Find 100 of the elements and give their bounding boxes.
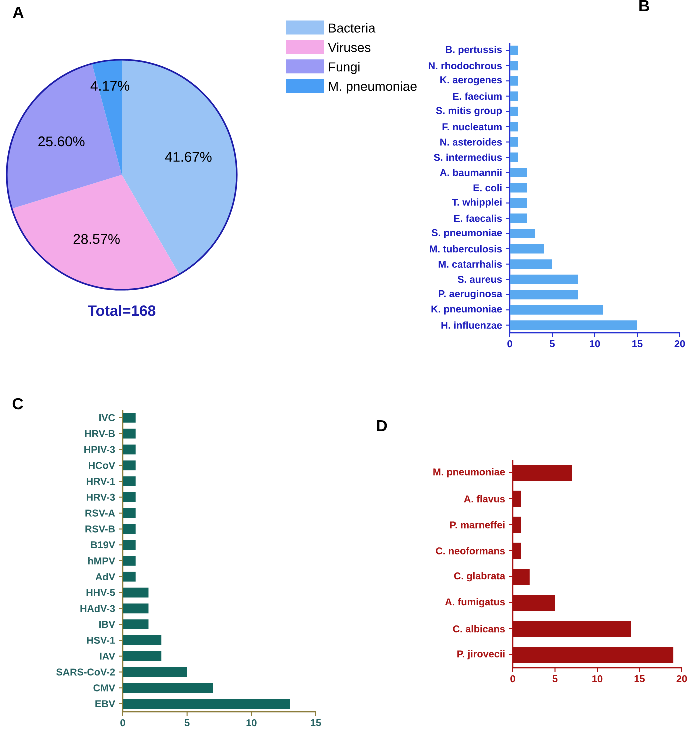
bar — [510, 137, 519, 147]
bar — [123, 620, 149, 630]
y-tick-label: HSV-1 — [87, 636, 116, 644]
bar — [510, 183, 528, 193]
bar — [123, 460, 136, 471]
y-tick-label: RSV-A — [86, 510, 116, 517]
bar — [123, 667, 188, 678]
bar — [510, 320, 638, 330]
bar — [510, 260, 553, 270]
y-tick-label: A. fumigatus — [445, 598, 506, 608]
y-tick-label: HRV-B — [85, 430, 116, 438]
y-tick-label: A. flavus — [464, 495, 506, 503]
bar — [510, 61, 519, 71]
y-tick-label: HCoV — [89, 462, 116, 470]
y-tick-label: HRV-1 — [86, 478, 116, 485]
y-tick-label: K. pneumoniae — [432, 305, 502, 315]
legend-label: M. pneumoniae — [329, 82, 417, 94]
y-tick-label: C. albicans — [453, 625, 506, 633]
y-tick-label: HAdV-3 — [80, 605, 116, 612]
y-tick-label: RSV-B — [86, 526, 116, 533]
x-tick-label: 5 — [552, 676, 558, 682]
x-tick-label: 0 — [510, 676, 516, 683]
x-tick-label: 15 — [632, 340, 643, 348]
bar — [123, 588, 149, 598]
bar — [123, 604, 149, 614]
y-tick-label: E. coli — [474, 184, 502, 192]
chart-title: C — [12, 398, 24, 410]
y-tick-label: H. influenzae — [442, 322, 502, 330]
y-tick-label: S. intermedius — [434, 154, 502, 162]
x-tick-label: 5 — [184, 720, 190, 726]
y-tick-label: EBV — [96, 700, 116, 708]
chart-title: B — [640, 0, 650, 12]
bar — [123, 651, 162, 662]
text: D — [377, 420, 388, 432]
x-tick-label: 5 — [550, 340, 555, 348]
bar — [123, 508, 136, 518]
x-tick-label: 10 — [246, 720, 257, 727]
y-tick-label: SARS-CoV-2 — [56, 668, 116, 676]
y-tick-label: S. mitis group — [436, 107, 502, 116]
x-tick-label: 15 — [311, 720, 322, 726]
bar — [510, 92, 519, 102]
data-label: 28.57% — [74, 234, 120, 244]
y-tick-label: F. nucleatum — [442, 123, 502, 131]
bar — [510, 244, 544, 254]
chart-title: A — [13, 7, 24, 18]
y-tick-label: M. catarrhalis — [438, 260, 502, 268]
y-tick-label: IAV — [100, 652, 116, 660]
bar — [510, 106, 519, 116]
y-tick-label: HRV-3 — [86, 494, 116, 501]
y-tick-label: C. glabrata — [454, 572, 506, 582]
bar — [123, 444, 136, 455]
x-tick-label: 15 — [634, 676, 646, 682]
bar — [510, 122, 519, 132]
bar — [510, 214, 528, 224]
text: Total=168 — [88, 305, 156, 316]
y-tick-label: IBV — [100, 621, 116, 628]
bar — [510, 168, 528, 178]
bar — [510, 229, 536, 239]
bar — [123, 413, 136, 423]
legend-label: Bacteria — [329, 23, 376, 33]
bar — [123, 636, 162, 646]
y-tick-label: CMV — [94, 684, 116, 692]
y-tick-label: S. pneumoniae — [432, 229, 502, 238]
y-tick-label: T. whipplei — [452, 198, 502, 208]
y-tick-label: A. baumannii — [440, 169, 502, 176]
y-tick-label: P. jirovecii — [458, 650, 505, 660]
bar — [123, 556, 136, 566]
bar — [123, 572, 136, 582]
x-tick-label: 0 — [508, 340, 512, 348]
y-tick-label: E. faecium — [453, 92, 502, 100]
bar — [510, 290, 578, 300]
y-tick-label: C. neoformans — [436, 547, 506, 555]
bar — [123, 524, 136, 534]
x-tick-label: 0 — [120, 720, 126, 727]
y-tick-label: E. faecalis — [454, 214, 502, 222]
y-tick-label: N. rhodochrous — [428, 62, 502, 70]
data-label: 25.60% — [38, 136, 85, 147]
y-tick-label: M. pneumoniae — [434, 468, 506, 478]
y-tick-label: K. aerogenes — [440, 76, 502, 86]
bar — [510, 198, 528, 208]
bar — [123, 476, 136, 486]
y-tick-label: S. aureus — [458, 276, 502, 284]
data-label: 41.67% — [165, 152, 212, 162]
data-label: 4.17% — [90, 81, 130, 91]
bar — [123, 699, 290, 709]
x-tick-label: 10 — [592, 676, 603, 683]
bar — [510, 76, 519, 86]
bar — [123, 540, 136, 550]
legend-label: Fungi — [329, 62, 360, 74]
x-tick-label: 10 — [590, 340, 600, 348]
y-tick-label: P. aeruginosa — [439, 290, 503, 300]
y-tick-label: IVC — [100, 414, 116, 422]
bar — [510, 152, 519, 162]
bar — [510, 46, 519, 56]
legend-label: Viruses — [328, 42, 371, 52]
bar — [123, 492, 136, 502]
y-tick-label: AdV — [96, 573, 116, 581]
bar — [123, 683, 214, 694]
y-tick-label: HPIV-3 — [84, 446, 116, 454]
y-tick-label: hMPV — [88, 557, 116, 565]
